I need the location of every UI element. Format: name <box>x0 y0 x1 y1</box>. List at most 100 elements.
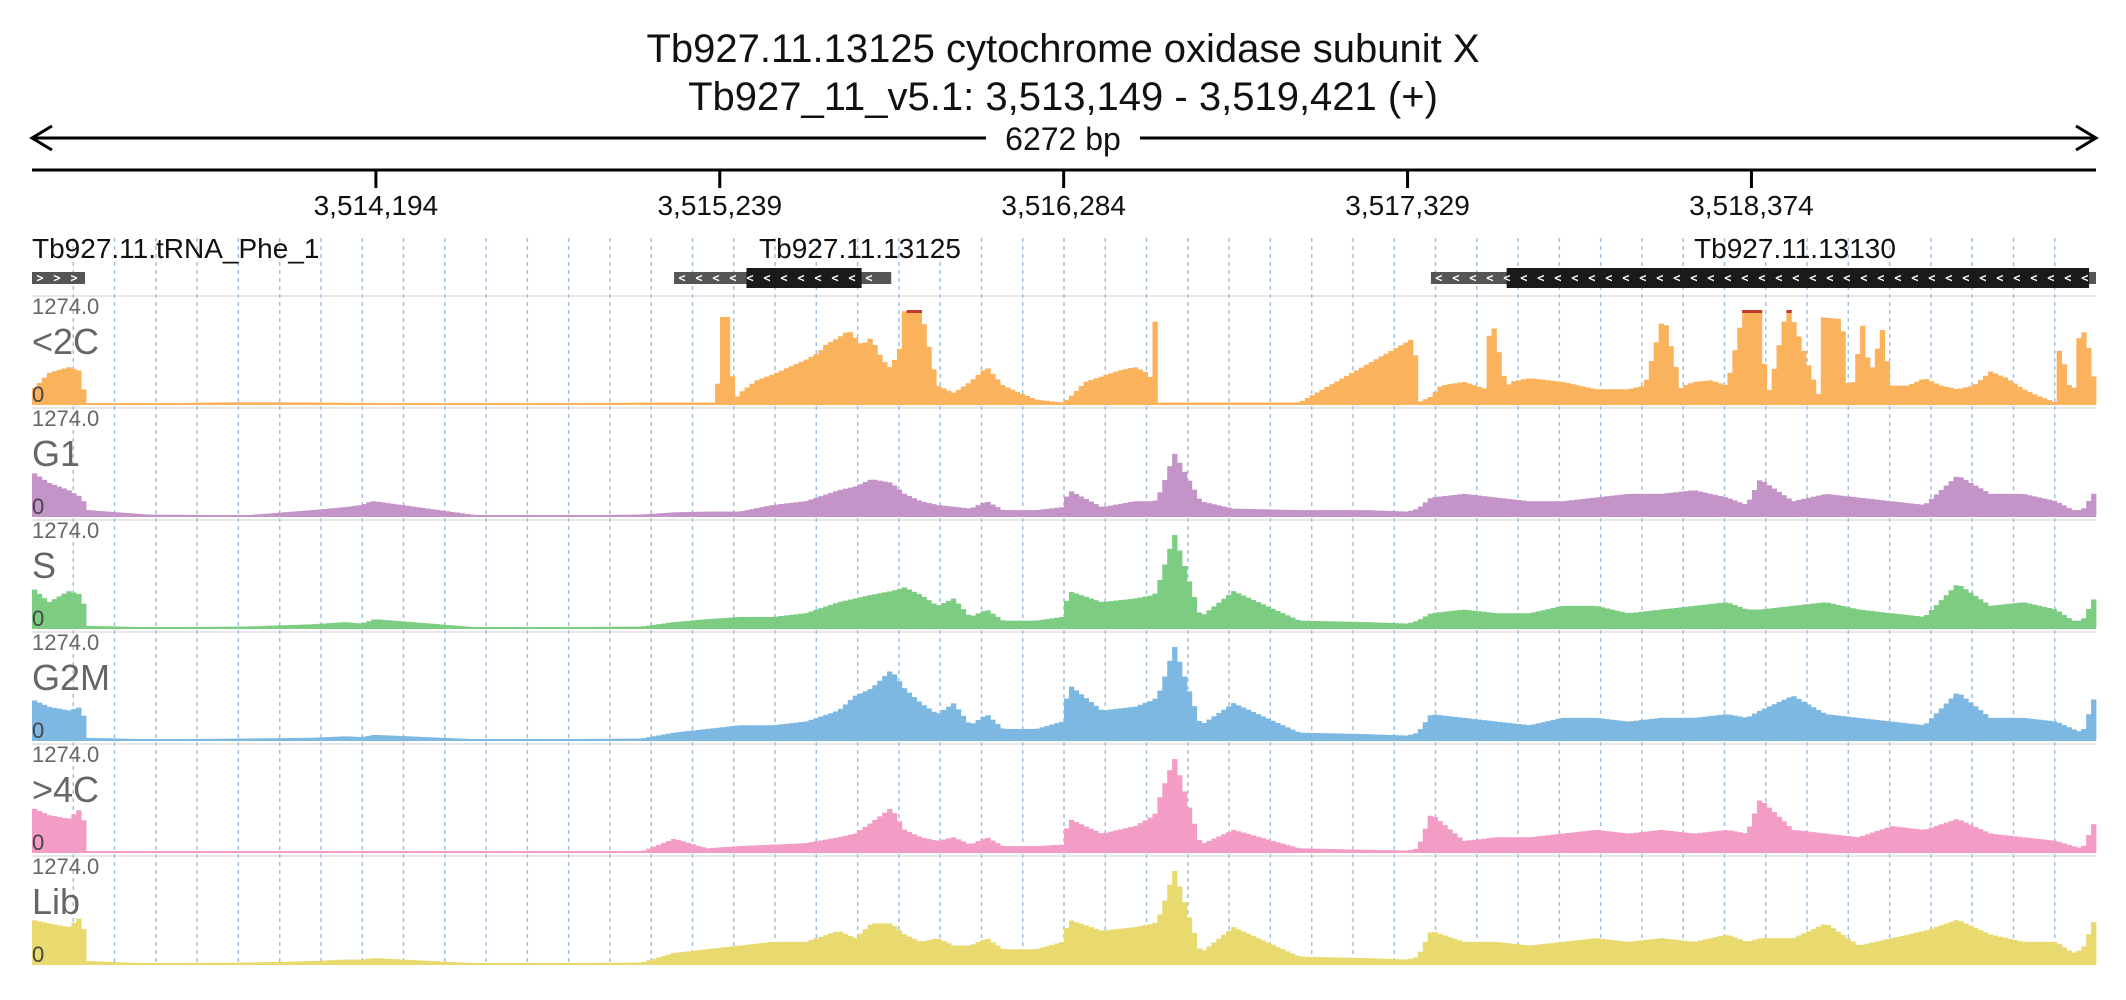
coverage-bar <box>361 959 367 964</box>
coverage-bar <box>1894 936 1900 964</box>
coverage-bar <box>1919 616 1925 628</box>
coverage-bar <box>1624 941 1630 964</box>
coverage-bar <box>1550 720 1556 740</box>
coverage-bar <box>1516 837 1522 852</box>
coverage-bar <box>390 620 397 628</box>
coverage-bar <box>1157 690 1163 740</box>
coverage-bar <box>2056 841 2062 852</box>
coverage-bar <box>1860 944 1866 964</box>
coverage-bar <box>1584 717 1591 740</box>
coverage-bar <box>1201 843 1207 852</box>
coverage-bar <box>61 926 67 964</box>
coverage-bar <box>690 730 696 740</box>
coverage-bar <box>1845 607 1851 628</box>
coverage-bar <box>1422 722 1429 740</box>
coverage-bar <box>1093 504 1099 516</box>
coverage-bar <box>1555 381 1561 404</box>
coverage-bar <box>1938 600 1945 628</box>
coverage-bar <box>1614 720 1620 740</box>
coverage-bar <box>1550 380 1556 404</box>
coverage-bar <box>1014 620 1021 628</box>
coverage-bar <box>1039 845 1045 852</box>
coverage-bar <box>720 316 726 404</box>
coverage-bar <box>724 846 731 852</box>
coverage-bar <box>1899 722 1905 740</box>
coverage-bar <box>282 625 288 628</box>
coverage-bar <box>1555 942 1561 964</box>
coverage-bar <box>1545 721 1551 740</box>
coverage-bar <box>1771 488 1777 516</box>
coverage-bar <box>1879 329 1886 404</box>
coverage-bar <box>1078 694 1085 740</box>
coverage-bar <box>960 945 967 964</box>
coverage-bar <box>759 845 765 852</box>
coverage-bar <box>1009 389 1016 404</box>
coverage-bar <box>321 623 328 628</box>
coverage-bar <box>1024 510 1030 516</box>
coverage-bar <box>778 370 785 404</box>
coverage-bar <box>2076 510 2082 516</box>
coverage-bar <box>356 959 362 964</box>
coverage-bar <box>1535 723 1542 740</box>
coverage-bar <box>1358 367 1365 404</box>
coverage-bar <box>823 494 829 516</box>
coverage-bar <box>1697 832 1704 852</box>
coverage-bar <box>955 709 962 740</box>
coverage-bar <box>76 707 82 740</box>
coverage-bar <box>1525 613 1532 628</box>
coverage-bar <box>346 736 352 740</box>
coverage-bar <box>1054 401 1060 404</box>
coverage-bar <box>1024 395 1030 404</box>
coverage-bar <box>1044 619 1050 628</box>
coverage-bar <box>975 505 981 516</box>
coverage-bar <box>1226 930 1232 964</box>
coverage-bar <box>1398 735 1404 740</box>
coverage-bar <box>430 961 436 964</box>
coverage-bar <box>287 511 293 516</box>
coverage-bar <box>1933 605 1940 628</box>
coverage-bar <box>1005 620 1011 628</box>
coverage-bar <box>1250 509 1257 516</box>
coverage-bar <box>2002 377 2008 404</box>
coverage-bar <box>1668 608 1674 628</box>
coverage-bar <box>901 493 908 516</box>
coverage-bar <box>1103 930 1109 964</box>
coverage-bar <box>862 342 868 404</box>
coverage-bar <box>2022 602 2028 628</box>
coverage-bar <box>646 960 652 964</box>
coverage-bar <box>1997 936 2004 964</box>
coverage-bar <box>1968 482 1974 516</box>
coverage-bar <box>1634 387 1640 404</box>
coverage-bar <box>1196 612 1202 628</box>
coverage-bar <box>1570 832 1576 852</box>
coverage-bar <box>1702 604 1709 628</box>
coverage-bar <box>100 511 107 516</box>
coverage-bar <box>1982 491 1989 516</box>
coverage-bar <box>2081 728 2087 740</box>
coverage-bar <box>1457 717 1463 740</box>
coverage-bar <box>1088 828 1094 852</box>
coverage-bar <box>808 940 814 964</box>
coverage-bar <box>975 613 981 628</box>
coverage-bar <box>1530 945 1537 964</box>
coverage-bar <box>1019 620 1026 628</box>
coverage-bar <box>1963 698 1969 740</box>
coverage-bar <box>1098 506 1104 516</box>
coverage-bar <box>1476 386 1483 404</box>
coverage-bar <box>415 507 421 516</box>
coverage-bar <box>1172 453 1178 516</box>
coverage-bar <box>1594 830 1601 852</box>
coverage-bar <box>2002 937 2008 964</box>
coverage-bar <box>1196 720 1202 740</box>
coverage-bar <box>1928 827 1935 852</box>
coverage-bar <box>2061 505 2067 516</box>
coverage-bar <box>1678 491 1684 516</box>
coverage-bar <box>1624 612 1630 628</box>
coverage-bar <box>1958 586 1964 628</box>
coverage-bar <box>312 509 318 516</box>
gene-cds <box>746 268 862 288</box>
coverage-bar <box>312 960 318 964</box>
coverage-bar <box>813 609 819 628</box>
coverage-bar <box>1457 837 1463 852</box>
coverage-bar <box>331 508 338 516</box>
